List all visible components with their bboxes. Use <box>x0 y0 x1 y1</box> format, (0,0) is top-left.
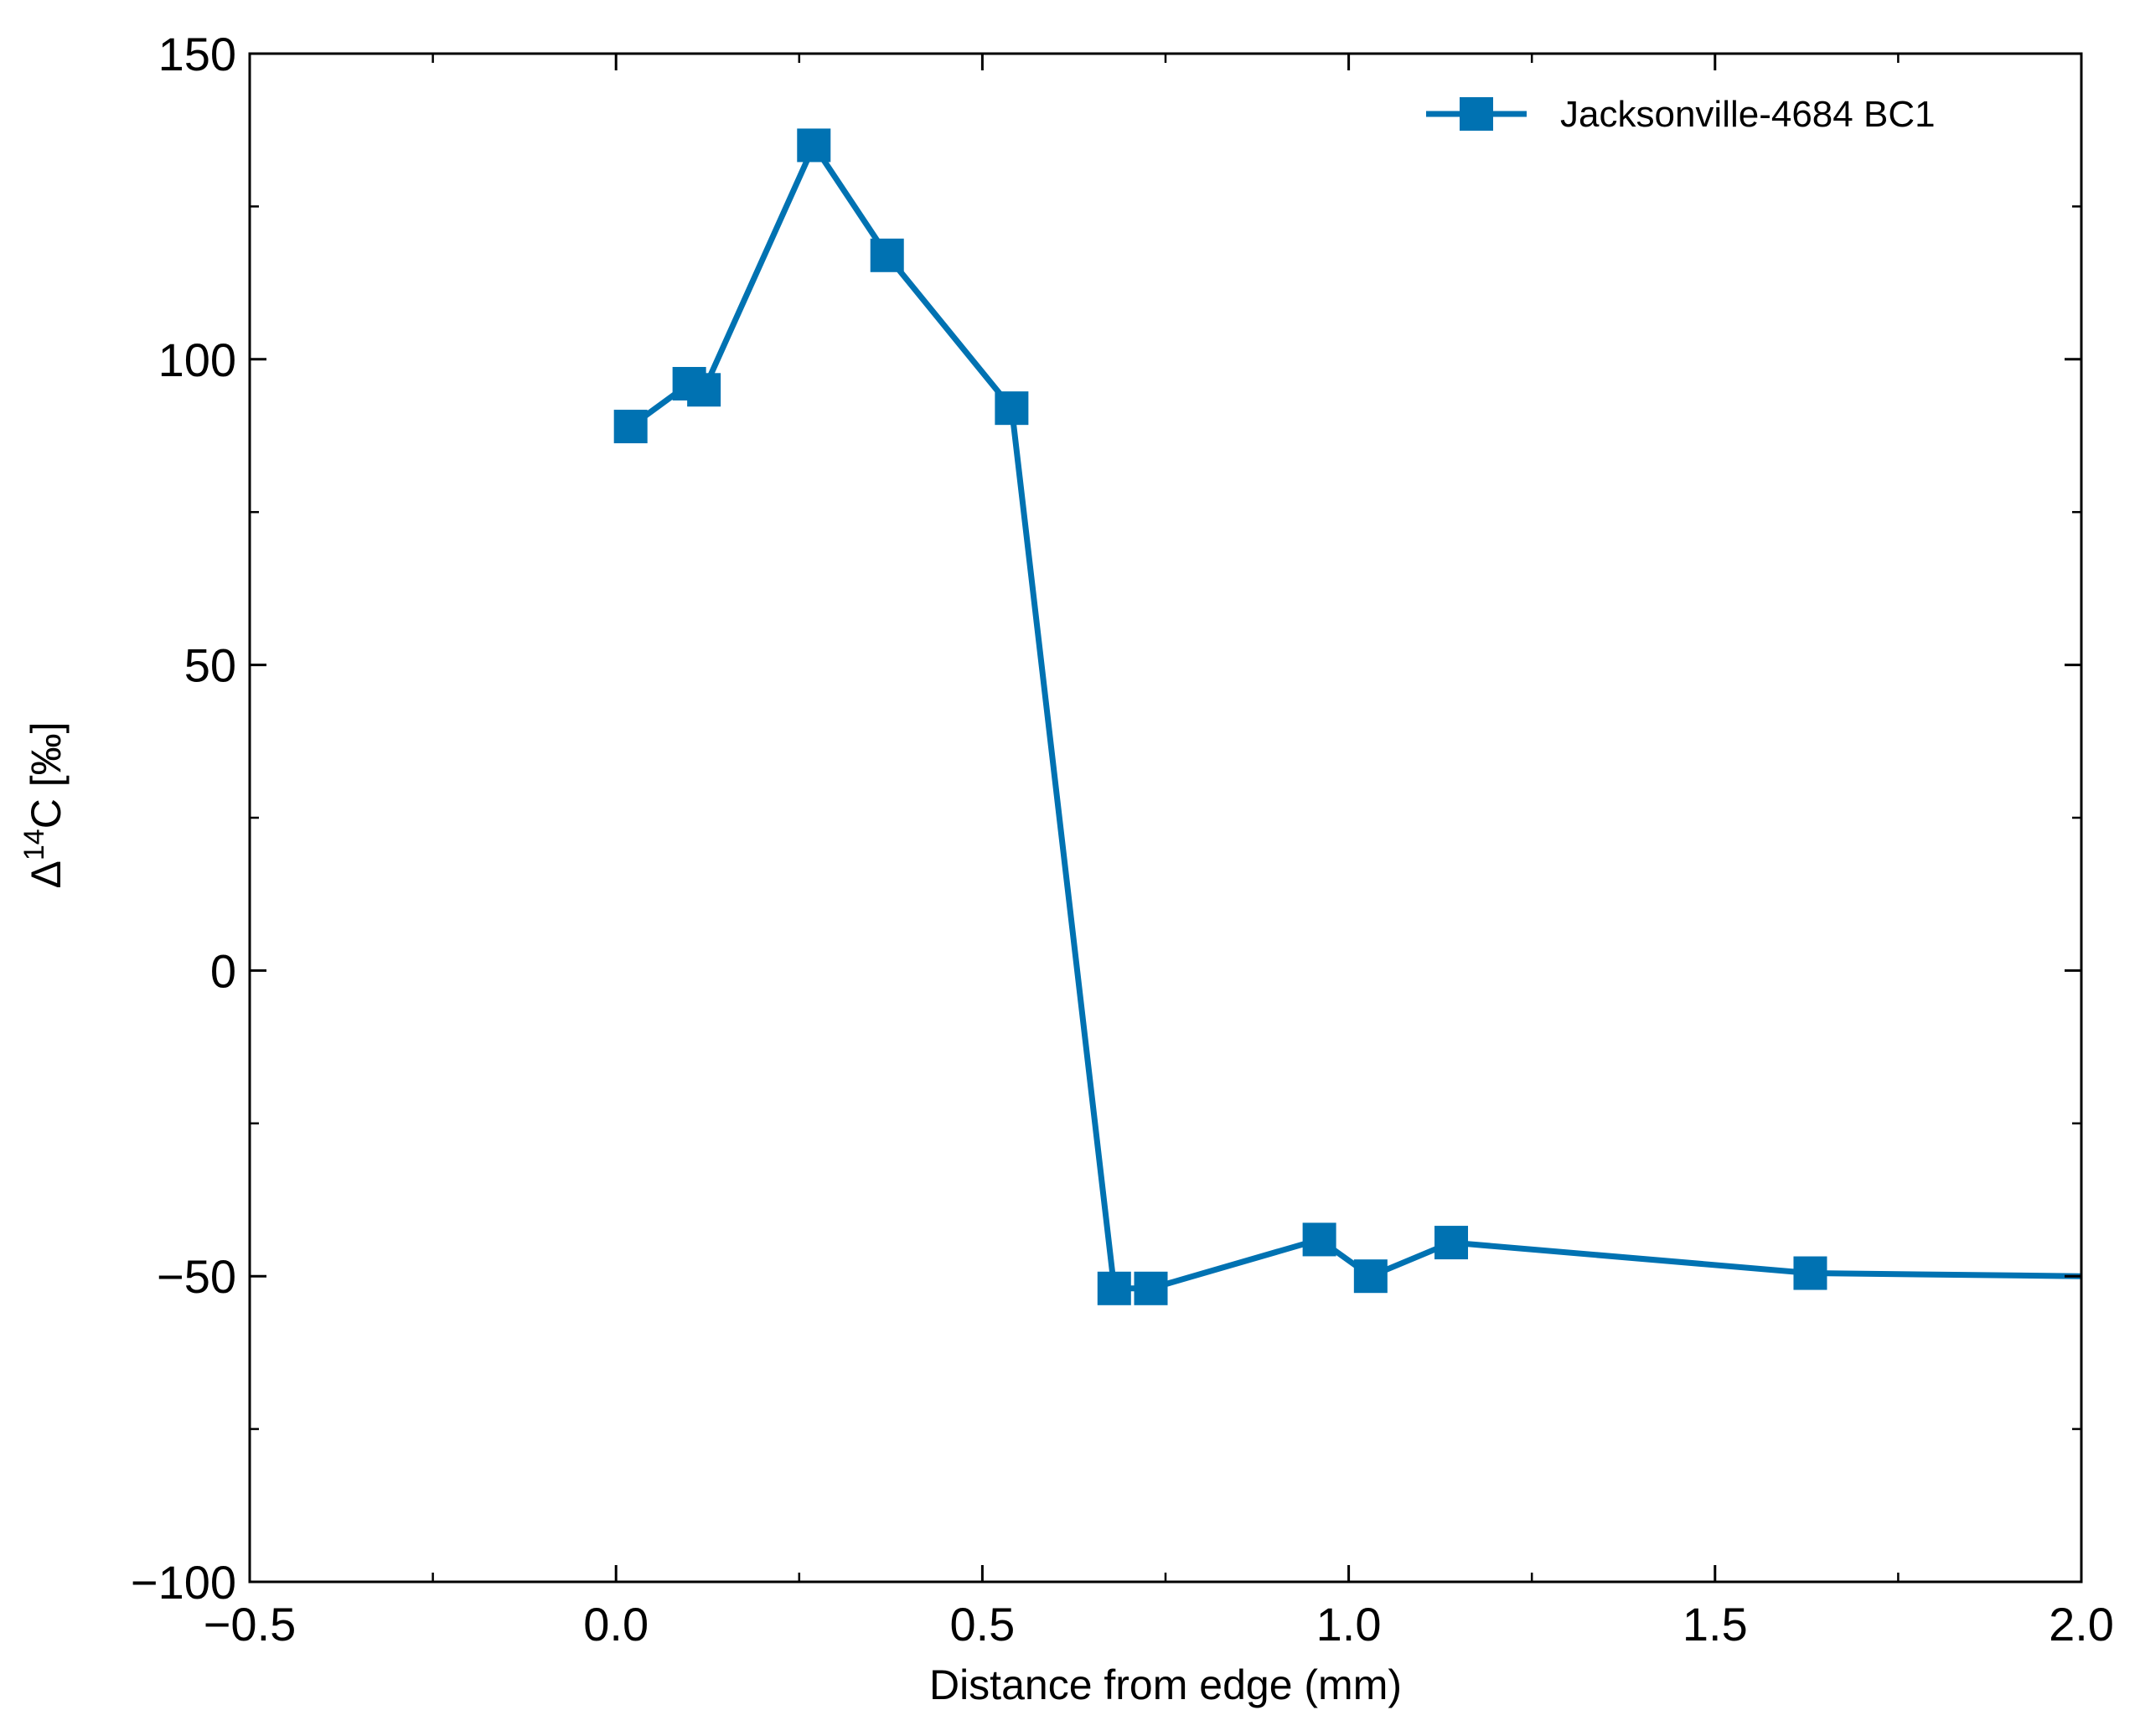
legend-label: Jacksonville-4684 BC1 <box>1560 94 1936 135</box>
data-point-marker <box>797 128 831 163</box>
data-point-marker <box>1353 1259 1388 1294</box>
y-tick-label: −50 <box>157 1250 236 1303</box>
axes-frame <box>248 52 2083 1584</box>
data-point-marker <box>613 410 648 444</box>
data-point-marker <box>1793 1256 1827 1290</box>
tick-labels-layer: −0.5 0.0 0.5 1.0 1.5 2.0 −100 −50 0 50 100 150 <box>131 28 2114 1651</box>
series-line <box>628 142 2081 1292</box>
y-tick-label: 50 <box>184 639 236 692</box>
ticks-layer <box>248 52 2083 1584</box>
data-point-marker <box>1302 1222 1336 1257</box>
y-axis-title-superscript: 14 <box>18 829 50 860</box>
data-point-marker <box>687 373 721 407</box>
legend-marker-swatch <box>1460 97 1493 131</box>
data-point-marker <box>1097 1271 1131 1305</box>
y-tick-label: −100 <box>131 1556 236 1609</box>
y-tick-label: 100 <box>158 333 236 386</box>
x-tick-label: 0.5 <box>949 1598 1015 1651</box>
x-tick-label: −0.5 <box>204 1598 297 1651</box>
x-tick-label: 1.0 <box>1316 1598 1382 1651</box>
y-axis-title: Δ14C [‰] <box>18 721 70 888</box>
data-point-marker <box>1134 1271 1168 1305</box>
legend: Jacksonville-4684 BC1 <box>1426 94 1936 135</box>
x-tick-label: 1.5 <box>1683 1598 1748 1651</box>
y-axis-title-prefix: Δ <box>23 860 70 888</box>
x-tick-label: 0.0 <box>583 1598 649 1651</box>
data-point-marker <box>995 391 1029 426</box>
series-layer <box>613 128 2081 1305</box>
series-0 <box>613 128 2081 1305</box>
data-point-marker <box>870 238 904 272</box>
data-point-marker <box>1434 1226 1469 1260</box>
y-tick-label: 150 <box>158 28 236 80</box>
y-tick-label: 0 <box>210 944 236 997</box>
y-axis-title-suffix: C [‰] <box>23 721 70 829</box>
x-axis-title: Distance from edge (mm) <box>929 1661 1402 1708</box>
x-tick-label: 2.0 <box>2049 1598 2114 1651</box>
